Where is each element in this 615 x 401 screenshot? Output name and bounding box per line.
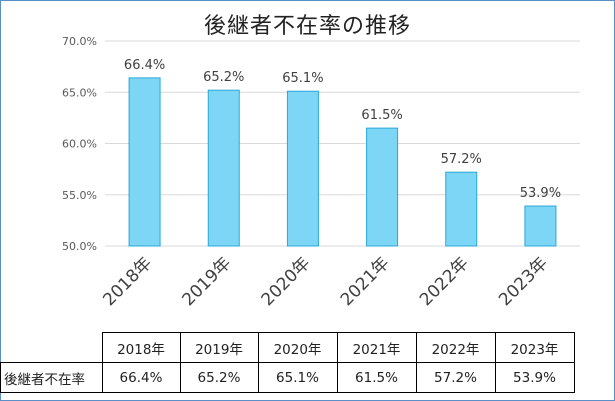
table-header-cell: 2020年	[257, 332, 338, 363]
x-tick-label: 2018年	[99, 253, 156, 310]
table-header-cell: 2021年	[336, 332, 417, 363]
table-cell: 57.2%	[415, 362, 496, 393]
data-label: 53.9%	[520, 186, 561, 201]
x-tick-label: 2023年	[495, 253, 552, 310]
y-tick-label: 70.0%	[62, 35, 97, 48]
data-label: 66.4%	[124, 58, 165, 73]
table-header-cell: 2022年	[415, 332, 496, 363]
x-tick-label: 2021年	[337, 253, 394, 310]
table-cell: 53.9%	[494, 362, 575, 393]
table-cell: 66.4%	[101, 362, 181, 393]
data-label: 65.1%	[282, 71, 323, 86]
bar	[207, 89, 240, 247]
x-tick-label: 2020年	[258, 253, 315, 310]
table-cell: 61.5%	[336, 362, 417, 393]
table-cell: 65.1%	[257, 362, 338, 393]
data-label: 65.2%	[203, 70, 244, 85]
x-tick-label: 2019年	[179, 253, 236, 310]
data-table: 2018年 2019年 2020年 2021年 2022年 2023年 後継者不…	[0, 332, 575, 393]
bar	[128, 77, 161, 247]
data-label: 57.2%	[441, 152, 482, 167]
chart-plot: 50.0% 55.0% 60.0% 65.0% 70.0% 66.4% 2018年 65.2%…	[62, 35, 580, 310]
bar	[366, 127, 399, 247]
y-tick-label: 60.0%	[62, 138, 97, 151]
y-tick-label: 65.0%	[62, 86, 97, 99]
x-tick-label: 2022年	[416, 253, 473, 310]
table-header-row: 2018年 2019年 2020年 2021年 2022年 2023年	[1, 332, 575, 363]
table-header-cell: 2019年	[179, 332, 259, 363]
chart-title: 後継者不在率の推移	[203, 14, 411, 39]
table-header-cell: 2023年	[494, 332, 575, 363]
bar	[524, 205, 557, 247]
table-cell: 65.2%	[179, 362, 259, 393]
y-tick-label: 55.0%	[62, 189, 97, 202]
data-label: 61.5%	[361, 108, 402, 123]
table-corner-cell	[1, 333, 103, 363]
table-row: 後継者不在率 66.4% 65.2% 65.1% 61.5% 57.2% 53.…	[0, 362, 575, 393]
table-header-cell: 2018年	[101, 332, 181, 363]
y-tick-label: 50.0%	[62, 240, 97, 253]
bar	[445, 171, 478, 247]
table-row-label: 後継者不在率	[0, 362, 103, 393]
bar	[286, 90, 319, 247]
